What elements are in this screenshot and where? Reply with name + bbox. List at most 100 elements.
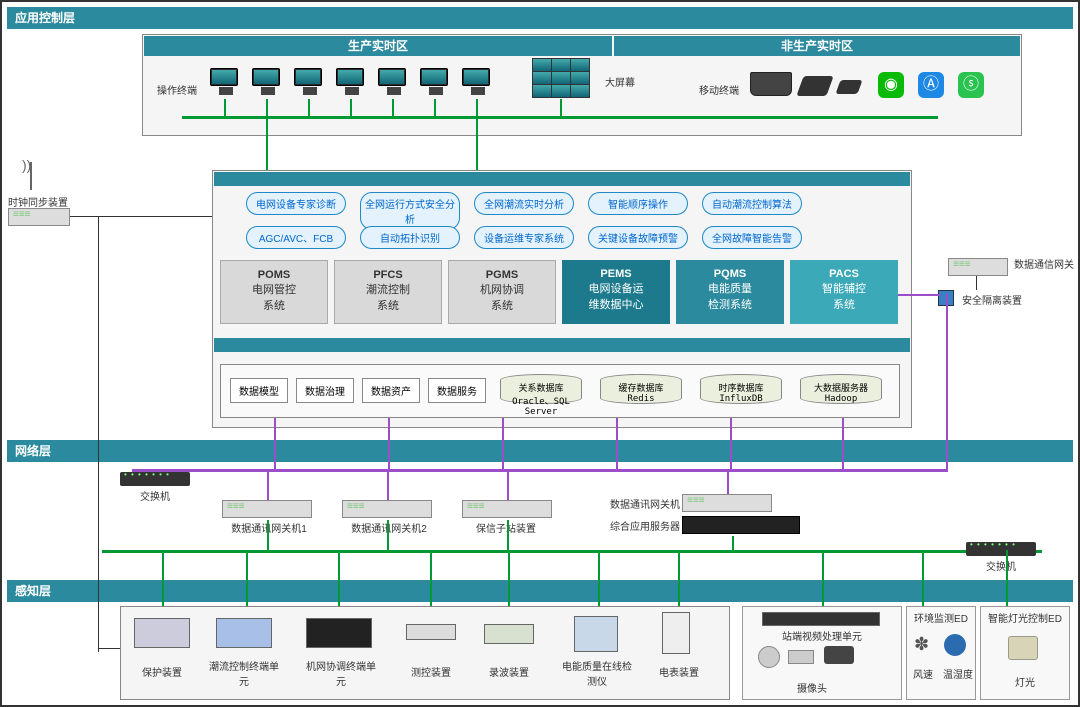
sys-pfcs: PFCS潮流控制系统: [334, 260, 442, 324]
sys-code: PQMS: [714, 268, 746, 280]
pc-icon: [420, 68, 452, 98]
label-lightctrl: 智能灯光控制ED: [982, 610, 1068, 625]
pill: 智能顺序操作: [588, 192, 688, 215]
sys-pgms: PGMS 机网协调系统: [448, 260, 556, 324]
label-tide: 潮流控制终端单元: [208, 658, 280, 688]
pc-icon: [336, 68, 368, 98]
db-l1: 时序数据库: [718, 384, 763, 394]
conn: [338, 550, 340, 610]
label-pq: 电能质量在线检测仪: [562, 658, 632, 688]
conn: [976, 276, 977, 290]
conn: [732, 536, 734, 550]
db-l2: InfluxDB: [719, 394, 762, 404]
conn-down2: [476, 116, 478, 172]
clock-device: [8, 208, 70, 226]
sys-pqms: PQMS电能质量检测系统: [676, 260, 784, 324]
conn: [507, 520, 509, 550]
bullet-cam-icon: [824, 646, 854, 664]
sys-poms: POMS电网管控系统: [220, 260, 328, 324]
pill: 关键设备故障预警: [588, 226, 688, 249]
pill: 全网运行方式安全分析: [360, 192, 460, 230]
label-measure: 测控装置: [400, 664, 462, 679]
tide-ctrl-device: [216, 618, 272, 648]
conn: [308, 99, 310, 116]
sys-name: 电网管控: [252, 284, 296, 296]
sub-station: [462, 500, 552, 518]
pill: 自动拓扑识别: [360, 226, 460, 249]
sys-code: PGMS: [486, 269, 518, 281]
record-device: [484, 624, 534, 644]
label-appsrv: 综合应用服务器: [588, 518, 680, 533]
layer-app: 应用控制层: [7, 7, 1073, 29]
pc-icon: [462, 68, 494, 98]
conn: [476, 99, 478, 116]
zone-prod: 生产实时区: [144, 36, 612, 56]
label-light: 灯光: [1000, 674, 1050, 689]
protect-device: [134, 618, 190, 648]
middle-bar: [214, 172, 910, 186]
switch-left: [120, 472, 190, 486]
label-meter: 电表装置: [648, 664, 710, 679]
pill: 自动潮流控制算法: [702, 192, 802, 215]
video-unit: [762, 612, 880, 626]
appstore-icon: Ⓐ: [918, 72, 944, 98]
sys-name: 电网设备运: [589, 283, 644, 295]
conn: [678, 550, 680, 610]
conn: [387, 470, 389, 500]
left-trunk: [98, 216, 99, 652]
sys-sub: 系统: [833, 299, 855, 311]
label-gw2: 数据通讯网关机2: [334, 520, 444, 535]
conn: [387, 520, 389, 550]
layer-net: 网络层: [7, 440, 1073, 462]
sys-sub: 维数据中心: [589, 299, 644, 311]
antenna-wave-icon: )): [22, 157, 31, 173]
app-server: [682, 516, 800, 534]
db-box: 数据模型: [230, 378, 288, 403]
conn: [246, 550, 248, 610]
pill: 全网潮流实时分析: [474, 192, 574, 215]
conn: [70, 216, 212, 217]
label-switch2: 交换机: [966, 558, 1036, 573]
conn: [388, 418, 390, 470]
label-env: 环境监测ED: [908, 610, 974, 625]
label-hum: 温湿度: [940, 666, 976, 681]
meter-device: [662, 612, 690, 654]
label-protect: 保护装置: [126, 664, 198, 679]
gw: [682, 494, 772, 512]
sys-name: 潮流控制: [366, 284, 410, 296]
label-record: 录波装置: [478, 664, 540, 679]
db-box: 数据资产: [362, 378, 420, 403]
db-cyl: 关系数据库Oracle、SQL Server: [500, 374, 582, 404]
conn: [434, 99, 436, 116]
conn: [266, 99, 268, 116]
sys-sub: 系统: [491, 300, 513, 312]
sys-name: 电能质量: [708, 283, 752, 295]
sys-name: 机网协调: [480, 284, 524, 296]
label-wind: 风速: [906, 666, 940, 681]
conn: [162, 550, 164, 610]
wind-icon: ✽: [914, 634, 936, 656]
conn: [922, 550, 924, 606]
sys-pems: PEMS 电网设备运维数据中心: [562, 260, 670, 324]
gateway-device: [948, 258, 1008, 276]
conn: [430, 550, 432, 610]
db-cyl: 大数据服务器Hadoop: [800, 374, 882, 404]
sys-sub: 系统: [263, 300, 285, 312]
sys-code: PFCS: [373, 269, 402, 281]
label-coord: 机网协调终端单元: [302, 658, 380, 688]
box-cam-icon: [788, 650, 814, 664]
label-big-screen: 大屏幕: [600, 74, 640, 89]
light-device-icon: [1008, 636, 1038, 660]
big-screen-icon: [532, 58, 590, 98]
bus-top: [182, 116, 938, 119]
db-l1: 缓存数据库: [618, 384, 663, 394]
middle-bar2: [214, 338, 910, 352]
miniprogram-icon: ⓢ: [958, 72, 984, 98]
gw1: [222, 500, 312, 518]
sys-name: 智能辅控: [822, 283, 866, 295]
conn: [502, 418, 504, 470]
label-gateway: 数据通信网关: [1012, 256, 1076, 271]
sys-code: PEMS: [600, 268, 631, 280]
pill: 设备运维专家系统: [474, 226, 574, 249]
db-l2: Redis: [627, 394, 654, 404]
